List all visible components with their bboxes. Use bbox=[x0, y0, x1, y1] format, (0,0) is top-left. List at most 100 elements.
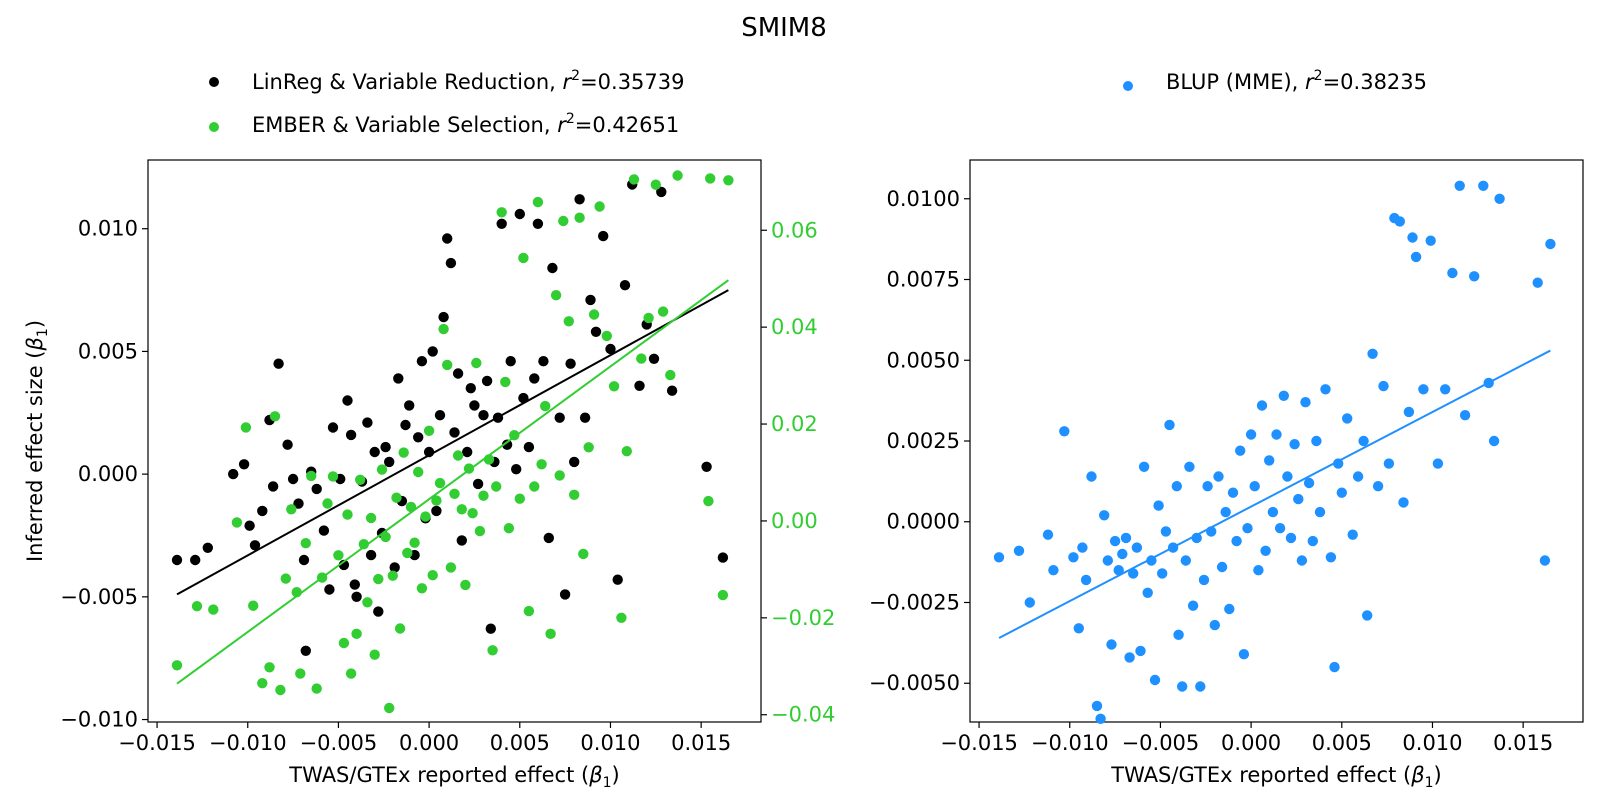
legend-label-ember: EMBER & Variable Selection, r2=0.42651 bbox=[252, 111, 679, 137]
data-point bbox=[1180, 555, 1192, 566]
y-tick-label: −0.005 bbox=[60, 585, 138, 609]
data-point bbox=[621, 446, 632, 457]
data-point bbox=[1091, 700, 1103, 712]
data-point bbox=[456, 535, 467, 546]
data-point bbox=[311, 483, 322, 495]
x-tick-label: −0.005 bbox=[1122, 731, 1200, 755]
data-point bbox=[648, 353, 660, 364]
data-point bbox=[1242, 523, 1253, 534]
data-point bbox=[402, 547, 413, 559]
y-tick-label: 0.0000 bbox=[887, 510, 960, 534]
data-point bbox=[362, 417, 373, 428]
data-point bbox=[1454, 180, 1465, 191]
data-point bbox=[1256, 400, 1268, 411]
data-point bbox=[1410, 251, 1422, 263]
data-point bbox=[1117, 548, 1128, 560]
data-point bbox=[1099, 510, 1110, 521]
data-point bbox=[1320, 384, 1331, 395]
data-point bbox=[1086, 471, 1097, 482]
data-point bbox=[311, 683, 322, 694]
data-point bbox=[431, 505, 442, 517]
data-point bbox=[248, 600, 259, 611]
data-point bbox=[1224, 603, 1235, 615]
data-point bbox=[445, 257, 457, 269]
data-point bbox=[1372, 481, 1384, 492]
data-point bbox=[349, 579, 360, 590]
data-point bbox=[500, 376, 511, 388]
data-point bbox=[565, 358, 576, 369]
x-axis-label: TWAS/GTEx reported effect (β1) bbox=[288, 763, 620, 791]
data-point bbox=[1253, 565, 1264, 576]
data-point bbox=[1177, 681, 1188, 692]
data-point bbox=[1216, 561, 1228, 573]
data-point bbox=[1209, 619, 1221, 631]
data-point bbox=[387, 570, 398, 581]
data-point bbox=[456, 504, 467, 515]
data-point bbox=[1440, 384, 1451, 395]
fit-line bbox=[176, 289, 729, 596]
y-tick-label: 0.0075 bbox=[887, 268, 960, 292]
data-point bbox=[487, 645, 498, 656]
data-point bbox=[1109, 535, 1121, 547]
y2-tick-label: 0.04 bbox=[771, 315, 818, 339]
data-point bbox=[1447, 267, 1458, 279]
data-point bbox=[257, 505, 268, 517]
data-point bbox=[358, 539, 369, 550]
data-point bbox=[413, 466, 424, 478]
data-point bbox=[672, 170, 683, 181]
data-point bbox=[438, 323, 449, 335]
data-point bbox=[1160, 526, 1172, 537]
right-legend: BLUP (MME), r2=0.38235 bbox=[1123, 68, 1427, 94]
data-point bbox=[369, 649, 380, 660]
legend-marker-ember bbox=[209, 122, 219, 132]
data-point bbox=[1336, 487, 1348, 498]
data-point bbox=[1494, 193, 1505, 204]
data-point bbox=[351, 591, 362, 602]
data-point bbox=[1131, 542, 1143, 553]
data-point bbox=[1545, 238, 1556, 250]
data-point bbox=[1303, 477, 1315, 489]
data-point bbox=[532, 196, 544, 208]
data-point bbox=[1171, 481, 1183, 492]
data-point bbox=[416, 583, 428, 594]
data-point bbox=[585, 294, 596, 306]
data-point bbox=[1271, 429, 1282, 440]
data-point bbox=[1260, 545, 1271, 556]
data-point bbox=[434, 477, 446, 489]
data-point bbox=[550, 290, 562, 301]
data-point bbox=[1042, 529, 1054, 540]
data-point bbox=[322, 498, 333, 509]
data-point bbox=[559, 589, 571, 600]
data-point bbox=[1195, 681, 1206, 692]
data-point bbox=[333, 550, 344, 561]
y-tick-label: 0.0100 bbox=[887, 187, 960, 211]
data-point bbox=[529, 481, 540, 492]
data-point bbox=[1142, 587, 1153, 598]
y2-tick-label: 0.02 bbox=[771, 412, 818, 436]
data-point bbox=[1539, 555, 1551, 566]
y2-tick-label: −0.02 bbox=[771, 606, 835, 630]
data-point bbox=[1347, 529, 1358, 540]
data-point bbox=[650, 179, 661, 190]
data-point bbox=[1245, 429, 1257, 440]
data-point bbox=[1068, 552, 1079, 563]
data-point bbox=[1264, 455, 1275, 466]
data-point bbox=[598, 230, 609, 242]
data-point bbox=[1149, 674, 1161, 686]
data-point bbox=[643, 312, 654, 324]
data-point bbox=[1352, 471, 1364, 482]
data-point bbox=[269, 411, 281, 422]
data-point bbox=[460, 579, 471, 591]
data-point bbox=[558, 215, 569, 227]
data-point bbox=[514, 208, 525, 220]
left-scatter-panel: −0.015 −0.010 −0.005 0.000 0.005 0.010 0.015−0… bbox=[23, 159, 835, 791]
data-point bbox=[267, 481, 279, 492]
data-point bbox=[376, 464, 388, 475]
data-point bbox=[1095, 713, 1106, 724]
data-point bbox=[427, 570, 438, 581]
data-point bbox=[1124, 652, 1135, 663]
data-point bbox=[523, 441, 535, 453]
data-point bbox=[345, 429, 357, 441]
x-tick-label: 0.000 bbox=[399, 731, 459, 755]
data-point bbox=[501, 439, 513, 450]
